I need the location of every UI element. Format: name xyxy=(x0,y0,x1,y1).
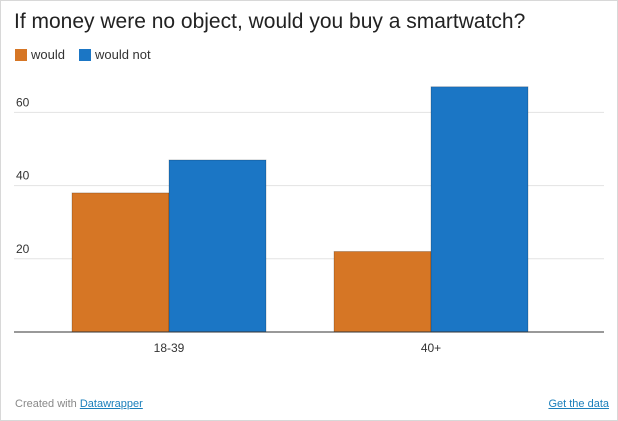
bar-would-18-39 xyxy=(71,192,170,333)
chart-legend: would would not xyxy=(15,47,165,62)
x-tick-label-18-39: 18-39 xyxy=(154,341,185,355)
footer-created-with: Created with xyxy=(15,398,77,410)
legend-label-would-not: would not xyxy=(94,47,151,62)
bar-would-40+ xyxy=(333,251,432,333)
bar-would-not-40+ xyxy=(430,86,529,333)
bar-would-not-18-39 xyxy=(168,159,267,333)
x-tick-label-40+: 40+ xyxy=(421,341,441,355)
y-tick-label-60: 60 xyxy=(16,95,30,109)
legend-swatch-would xyxy=(15,48,27,61)
get-the-data-link[interactable]: Get the data xyxy=(548,398,609,410)
legend-swatch-would-not xyxy=(78,48,91,61)
datawrapper-link[interactable]: Datawrapper xyxy=(79,398,143,410)
footer-get-data: Get the data xyxy=(548,398,609,410)
chart-title: If money were no object, would you buy a… xyxy=(14,10,526,33)
legend-item-would: would xyxy=(15,47,65,62)
legend-item-would-not: would not xyxy=(78,47,151,62)
y-tick-label-20: 20 xyxy=(16,242,30,256)
footer-credit: Created with Datawrapper xyxy=(15,398,143,410)
legend-label-would: would xyxy=(31,47,65,62)
y-tick-label-40: 40 xyxy=(16,169,30,183)
